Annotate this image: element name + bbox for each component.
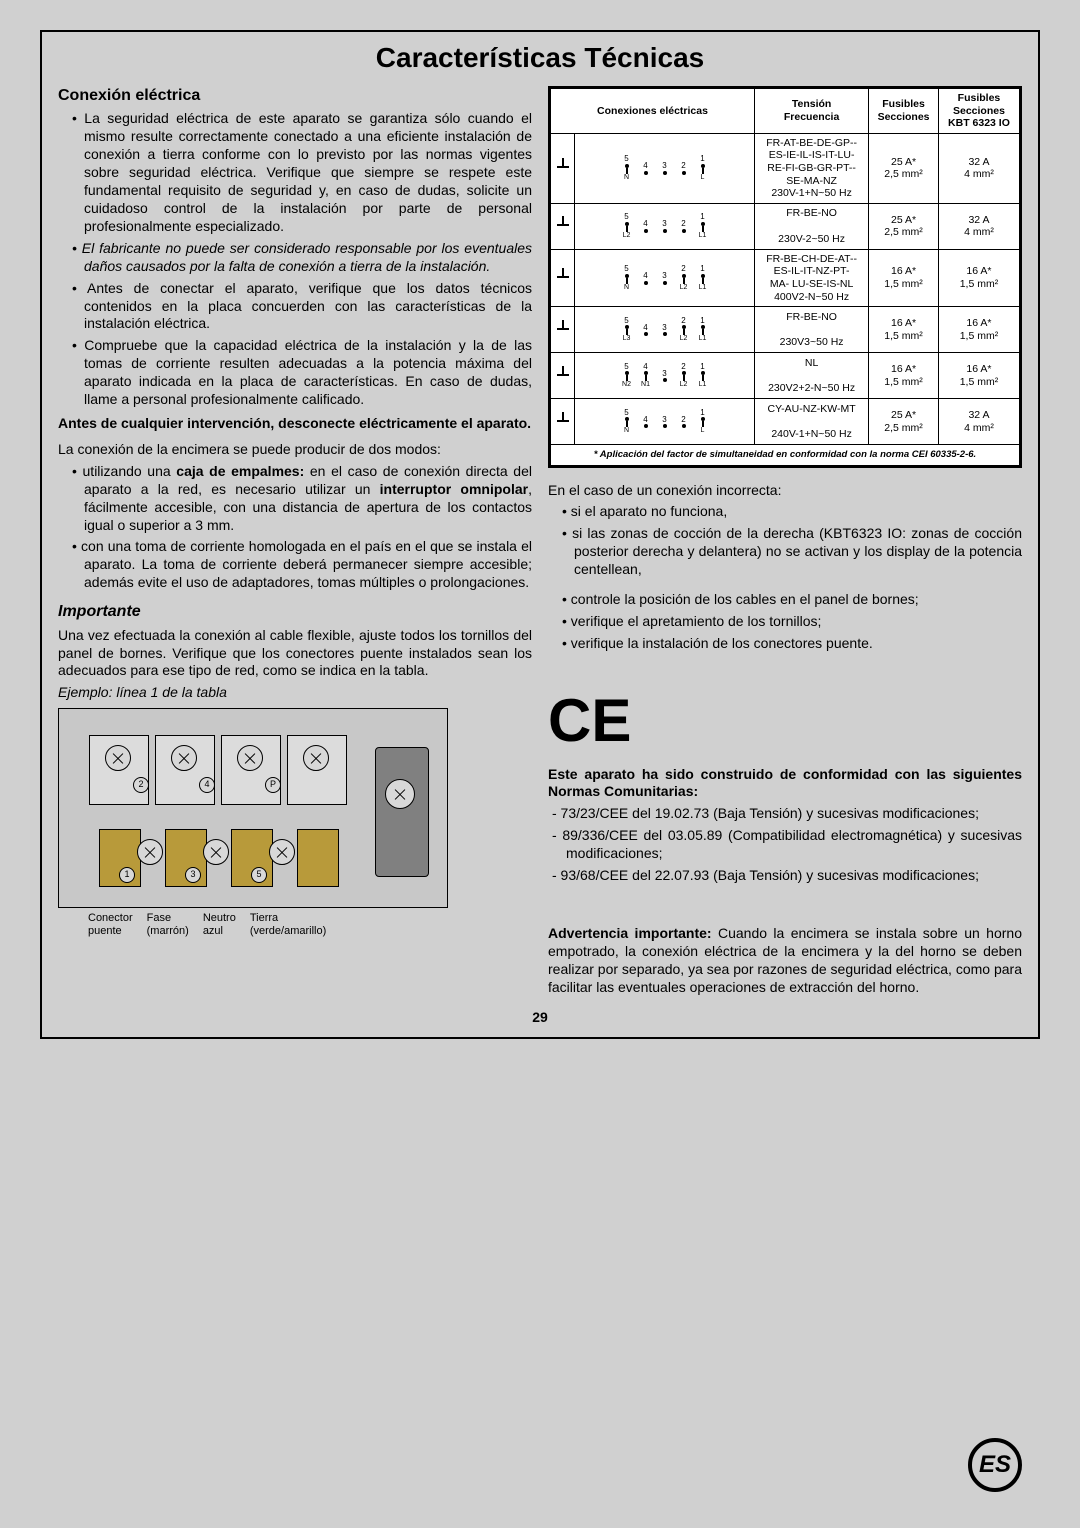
left-column: Conexión eléctrica • La seguridad eléctr… [58, 86, 532, 1001]
para: • si el aparato no funciona, [548, 503, 1022, 521]
ce-item: - 89/336/CEE del 03.05.89 (Compatibilida… [548, 827, 1022, 863]
heading-importante: Importante [58, 602, 532, 622]
ce-item: - 93/68/CEE del 22.07.93 (Baja Tensión) … [548, 867, 1022, 885]
page-title: Características Técnicas [42, 32, 1038, 86]
connections-table: Conexiones eléctricasTensiónFrecuenciaFu… [548, 86, 1022, 468]
table-header: FusiblesSeccionesKBT 6323 IO [938, 89, 1019, 134]
table-row: 5N4321LFR-AT-BE-DE-GP--ES-IE-IL-IS-IT-LU… [551, 133, 1020, 203]
para: • utilizando una caja de empalmes: en el… [58, 463, 532, 535]
para: • verifique la instalación de los conect… [548, 635, 1022, 653]
para: • verifique el apretamiento de los torni… [548, 613, 1022, 631]
warning: Advertencia importante: Cuando la encime… [548, 925, 1022, 997]
para: En el caso de un conexión incorrecta: [548, 482, 1022, 500]
table-row: 5L24321L1FR-BE-NO230V-2~50 Hz25 A*2,5 mm… [551, 203, 1020, 249]
para: • La seguridad eléctrica de este aparato… [58, 110, 532, 235]
table-row: 5N4321LCY-AU-NZ-KW-MT240V-1+N~50 Hz25 A*… [551, 399, 1020, 445]
table-header: TensiónFrecuencia [755, 89, 869, 134]
para: • Antes de conectar el aparato, verifiqu… [58, 280, 532, 334]
example-line: Ejemplo: línea 1 de la tabla [58, 684, 532, 702]
para: • Compruebe que la capacidad eléctrica d… [58, 337, 532, 409]
subheading: Antes de cualquier intervención, descone… [58, 415, 532, 433]
right-column: Conexiones eléctricasTensiónFrecuenciaFu… [548, 86, 1022, 1001]
para: • con una toma de corriente homologada e… [58, 538, 532, 592]
table-header: FusiblesSecciones [869, 89, 939, 134]
language-badge: ES [968, 1438, 1022, 1492]
ce-item: - 73/23/CEE del 19.02.73 (Baja Tensión) … [548, 805, 1022, 823]
para: • controle la posición de los cables en … [548, 591, 1022, 609]
para: • si las zonas de cocción de la derecha … [548, 525, 1022, 579]
diagram-legend: Conectorpuente Fase(marrón) Neutroazul T… [58, 912, 532, 937]
para-italic: • El fabricante no puede ser considerado… [58, 240, 532, 276]
ce-intro: Este aparato ha sido construido de confo… [548, 766, 1022, 802]
page-number: 29 [42, 1001, 1038, 1025]
heading-conexion: Conexión eléctrica [58, 86, 532, 106]
connection-diagram: 2 4 P 1 3 5 [58, 708, 448, 908]
table-header: Conexiones eléctricas [551, 89, 755, 134]
table-row: 5N24N132L21L1NL230V2+2-N~50 Hz16 A*1,5 m… [551, 353, 1020, 399]
ce-mark-icon: C E [548, 683, 1022, 760]
table-row: 5L3432L21L1FR-BE-NO230V3~50 Hz16 A*1,5 m… [551, 307, 1020, 353]
para: Una vez efectuada la conexión al cable f… [58, 627, 532, 681]
para: La conexión de la encimera se puede prod… [58, 441, 532, 459]
table-row: 5N432L21L1FR-BE-CH-DE-AT--ES-IL-IT-NZ-PT… [551, 249, 1020, 306]
